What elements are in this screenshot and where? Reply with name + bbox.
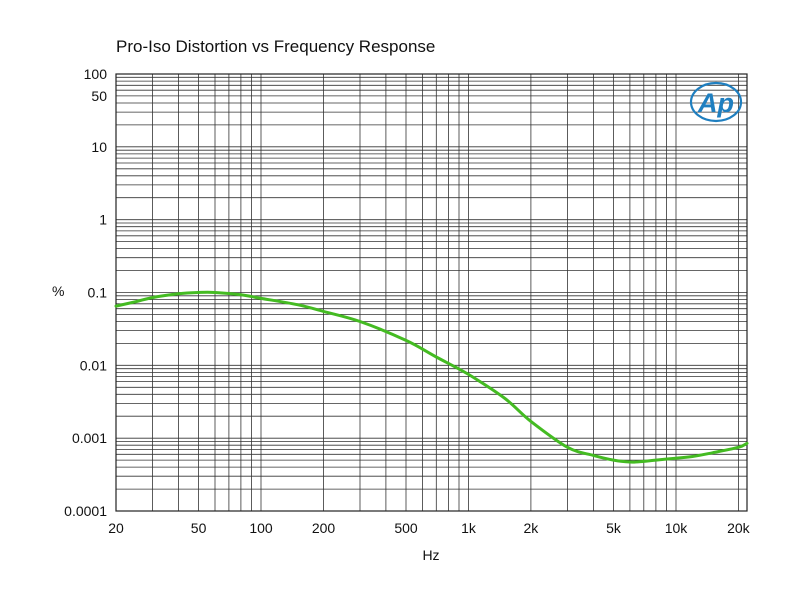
y-tick-label: 0.01 (80, 357, 107, 373)
x-tick-label: 1k (461, 520, 477, 536)
series-line-distortion (114, 290, 749, 464)
plot-frame (115, 73, 748, 512)
x-tick-label: 10k (665, 520, 689, 536)
x-tick-label: 20k (727, 520, 751, 536)
y-axis-label: % (52, 283, 64, 299)
x-tick-label: 100 (249, 520, 273, 536)
y-tick-label: 0.0001 (64, 503, 107, 519)
x-axis-label: Hz (422, 547, 439, 563)
y-axis-ticks: 100 50 10 1 0.1 0.01 0.001 0.0001 (64, 66, 107, 519)
ap-logo-icon: Ap (689, 81, 743, 123)
x-tick-label: 2k (524, 520, 540, 536)
chart-title: Pro-Iso Distortion vs Frequency Response (116, 37, 435, 56)
y-tick-label: 50 (91, 88, 107, 104)
x-tick-label: 50 (191, 520, 207, 536)
y-tick-label: 100 (84, 66, 108, 82)
y-tick-label: 10 (91, 139, 107, 155)
x-tick-label: 20 (108, 520, 124, 536)
y-tick-label: 1 (99, 212, 107, 228)
x-tick-label: 200 (312, 520, 336, 536)
x-axis-ticks: 20 50 100 200 500 1k 2k 5k 10k 20k (108, 520, 750, 536)
x-tick-label: 5k (606, 520, 622, 536)
ap-logo-text: Ap (697, 88, 734, 118)
y-tick-label: 0.001 (72, 430, 107, 446)
y-tick-label: 0.1 (88, 285, 108, 301)
x-tick-label: 500 (394, 520, 418, 536)
grid (116, 74, 747, 511)
